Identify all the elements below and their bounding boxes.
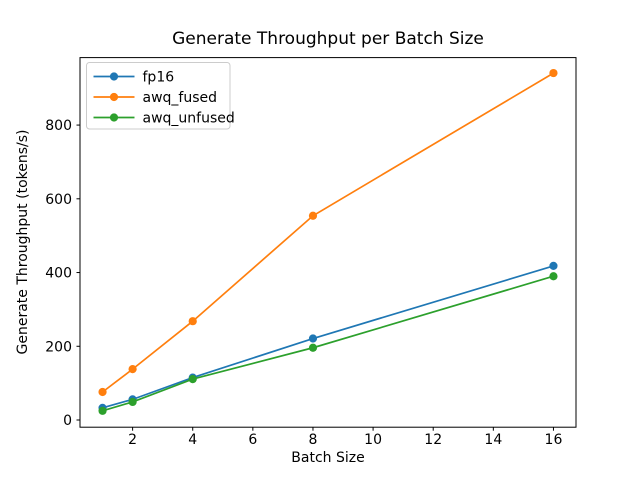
data-point-awq_unfused (308, 343, 318, 352)
legend-sample-marker-fp16 (109, 72, 119, 81)
data-point-awq_fused (128, 365, 137, 374)
legend-sample-marker-awq_unfused (109, 113, 119, 122)
plot-area: 2 4 6 8 10 12 14 16 0 200 400 600 800 (45, 57, 577, 448)
data-point-awq_unfused (98, 406, 107, 415)
x-tick-label: 2 (128, 432, 137, 448)
data-point-awq_fused (188, 317, 197, 326)
y-tick-label: 0 (63, 413, 72, 429)
legend: fp16 awq_fused awq_unfused (86, 62, 235, 130)
legend-label-awq_unfused: awq_unfused (143, 111, 235, 127)
y-tick-label: 600 (45, 192, 72, 208)
data-point-awq_fused (308, 211, 318, 220)
y-tick-label: 800 (45, 118, 72, 134)
data-point-awq_unfused (188, 374, 197, 384)
y-axis-label: Generate Throughput (tokens/s) (15, 130, 31, 355)
legend-sample-marker-awq_fused (109, 92, 119, 102)
legend-box (86, 62, 231, 130)
series-line-awq_unfused (102, 275, 554, 412)
legend-label-fp16: fp16 (143, 70, 175, 86)
data-point-awq_fused (98, 387, 107, 397)
data-point-fp16 (549, 261, 558, 271)
y-tick-label: 400 (45, 266, 72, 282)
axes-frame (79, 57, 577, 428)
x-tick-label: 10 (364, 432, 382, 448)
x-tick-label: 6 (248, 432, 257, 448)
data-point-fp16 (308, 334, 318, 343)
data-point-awq_unfused (128, 397, 137, 407)
x-axis-label: Batch Size (291, 450, 364, 466)
x-tick-label: 12 (424, 432, 442, 448)
x-tick-label: 14 (484, 432, 502, 448)
x-tick-label: 8 (309, 432, 318, 448)
x-tick-label: 16 (545, 432, 563, 448)
chart-title: Generate Throughput per Batch Size (172, 29, 484, 49)
data-point-awq_fused (549, 68, 558, 78)
legend-label-awq_fused: awq_fused (143, 90, 218, 106)
y-tick-label: 200 (45, 339, 72, 355)
data-point-awq_unfused (549, 272, 558, 281)
x-tick-label: 4 (188, 432, 197, 448)
series-line-fp16 (102, 265, 554, 409)
